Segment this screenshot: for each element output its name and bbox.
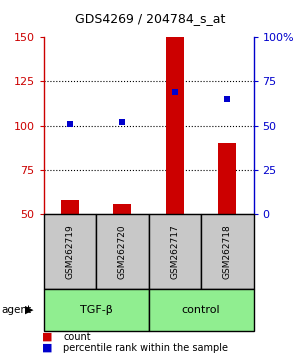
- Text: agent: agent: [2, 305, 31, 315]
- Bar: [61, 200, 79, 214]
- Bar: [201, 214, 253, 289]
- Text: ▶: ▶: [25, 305, 33, 315]
- Text: GSM262720: GSM262720: [118, 224, 127, 279]
- Bar: [96, 214, 148, 289]
- Text: ■: ■: [42, 343, 52, 353]
- Bar: [44, 289, 148, 331]
- Text: GDS4269 / 204784_s_at: GDS4269 / 204784_s_at: [75, 12, 225, 25]
- Bar: [148, 214, 201, 289]
- Text: GSM262717: GSM262717: [170, 224, 179, 279]
- Text: TGF-β: TGF-β: [80, 305, 112, 315]
- Text: count: count: [63, 332, 91, 342]
- Bar: [113, 204, 131, 214]
- Text: percentile rank within the sample: percentile rank within the sample: [63, 343, 228, 353]
- Text: ■: ■: [42, 332, 52, 342]
- Bar: [44, 214, 96, 289]
- Text: GSM262718: GSM262718: [223, 224, 232, 279]
- Bar: [218, 143, 236, 214]
- Text: control: control: [182, 305, 220, 315]
- Text: GSM262719: GSM262719: [65, 224, 74, 279]
- Bar: [148, 289, 254, 331]
- Bar: [166, 37, 184, 214]
